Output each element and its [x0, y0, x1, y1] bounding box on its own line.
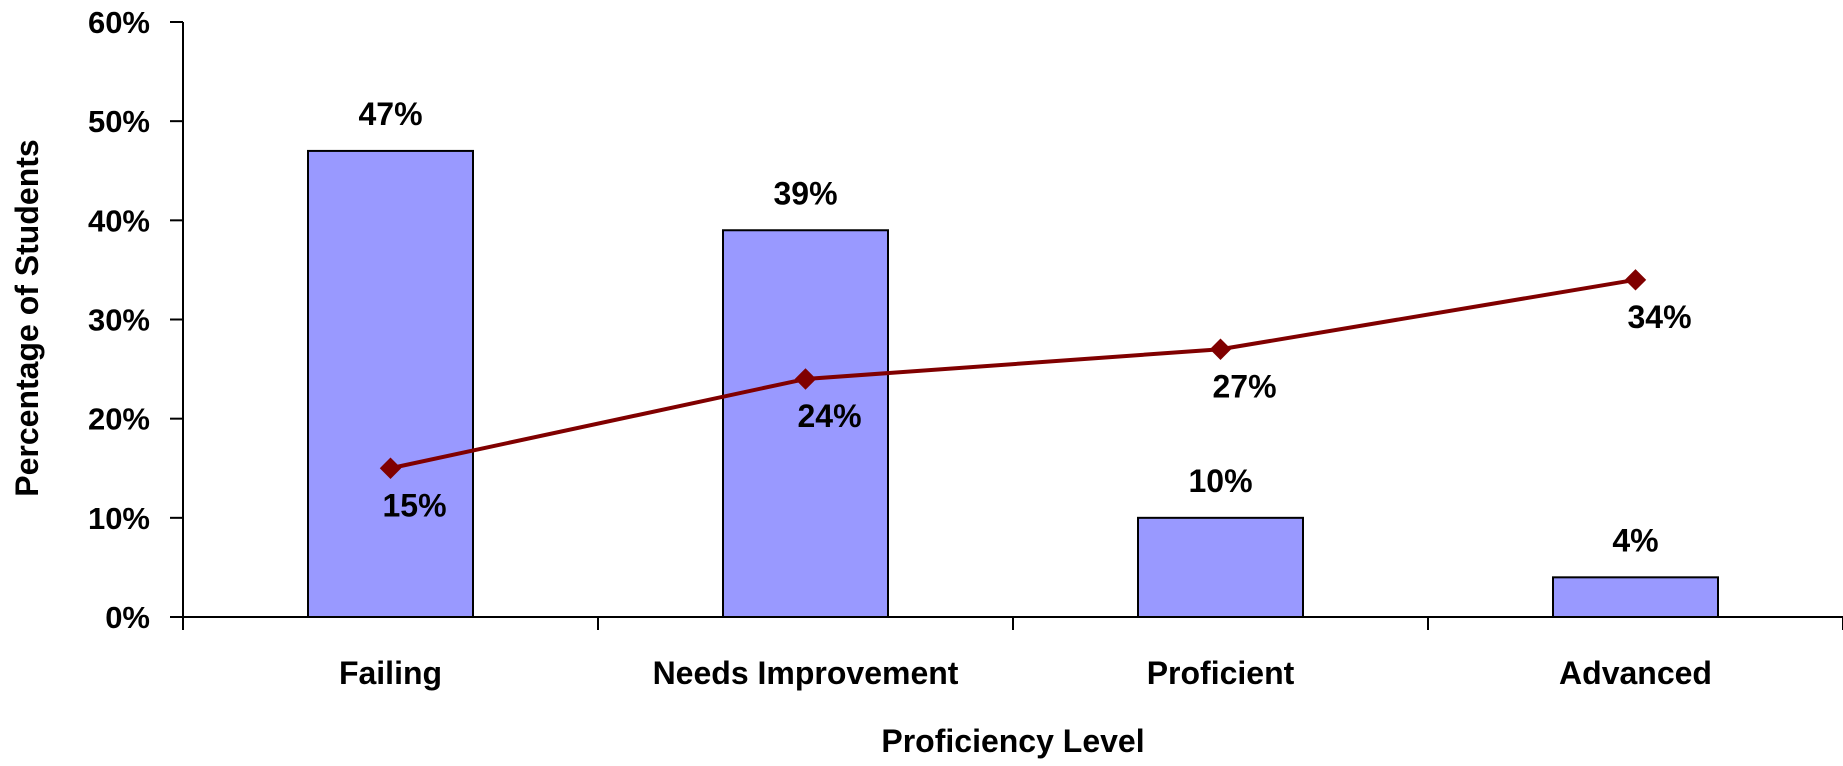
y-tick-label: 0%: [105, 600, 150, 635]
y-tick-label: 50%: [88, 104, 150, 139]
x-tick-label: Advanced: [1559, 655, 1712, 691]
bar-data-label: 4%: [1612, 522, 1658, 558]
axes: 0% 10% 20% 30% 40% 50% 60% Failing Needs Improve…: [88, 5, 1843, 691]
line-marker: [794, 368, 817, 390]
bar: [307, 149, 474, 619]
bar-data-label: 10%: [1188, 463, 1252, 499]
x-tick-label: Failing: [339, 655, 442, 691]
y-tick-label: 20%: [88, 402, 150, 437]
line-data-label: 24%: [797, 398, 861, 434]
y-tick-label: 10%: [88, 501, 150, 536]
line-marker: [379, 457, 402, 479]
x-tick-label: Proficient: [1147, 655, 1295, 691]
line-data-label: 15%: [382, 487, 446, 523]
line-data-label: 27%: [1212, 368, 1276, 404]
line-marker: [1209, 338, 1232, 360]
bar: [722, 229, 889, 618]
line-series: [379, 269, 1647, 479]
x-axis-title: Proficiency Level: [881, 723, 1144, 759]
bar-data-label: 39%: [773, 175, 837, 211]
y-tick-label: 40%: [88, 203, 150, 238]
y-tick-label: 30%: [88, 303, 150, 338]
x-tick-label: Needs Improvement: [653, 655, 959, 691]
line-data-label: 34%: [1627, 299, 1691, 335]
bars: [307, 149, 1719, 619]
y-tick-label: 60%: [88, 5, 150, 40]
line-marker: [1624, 269, 1647, 291]
data-labels: 47% 39% 10% 4% 15% 24% 27% 34%: [358, 96, 1691, 558]
bar: [1552, 576, 1719, 618]
bar-data-label: 47%: [358, 96, 422, 132]
y-axis-title: Percentage of Students: [9, 139, 45, 496]
bar: [1137, 516, 1304, 618]
line-path: [390, 277, 1636, 471]
